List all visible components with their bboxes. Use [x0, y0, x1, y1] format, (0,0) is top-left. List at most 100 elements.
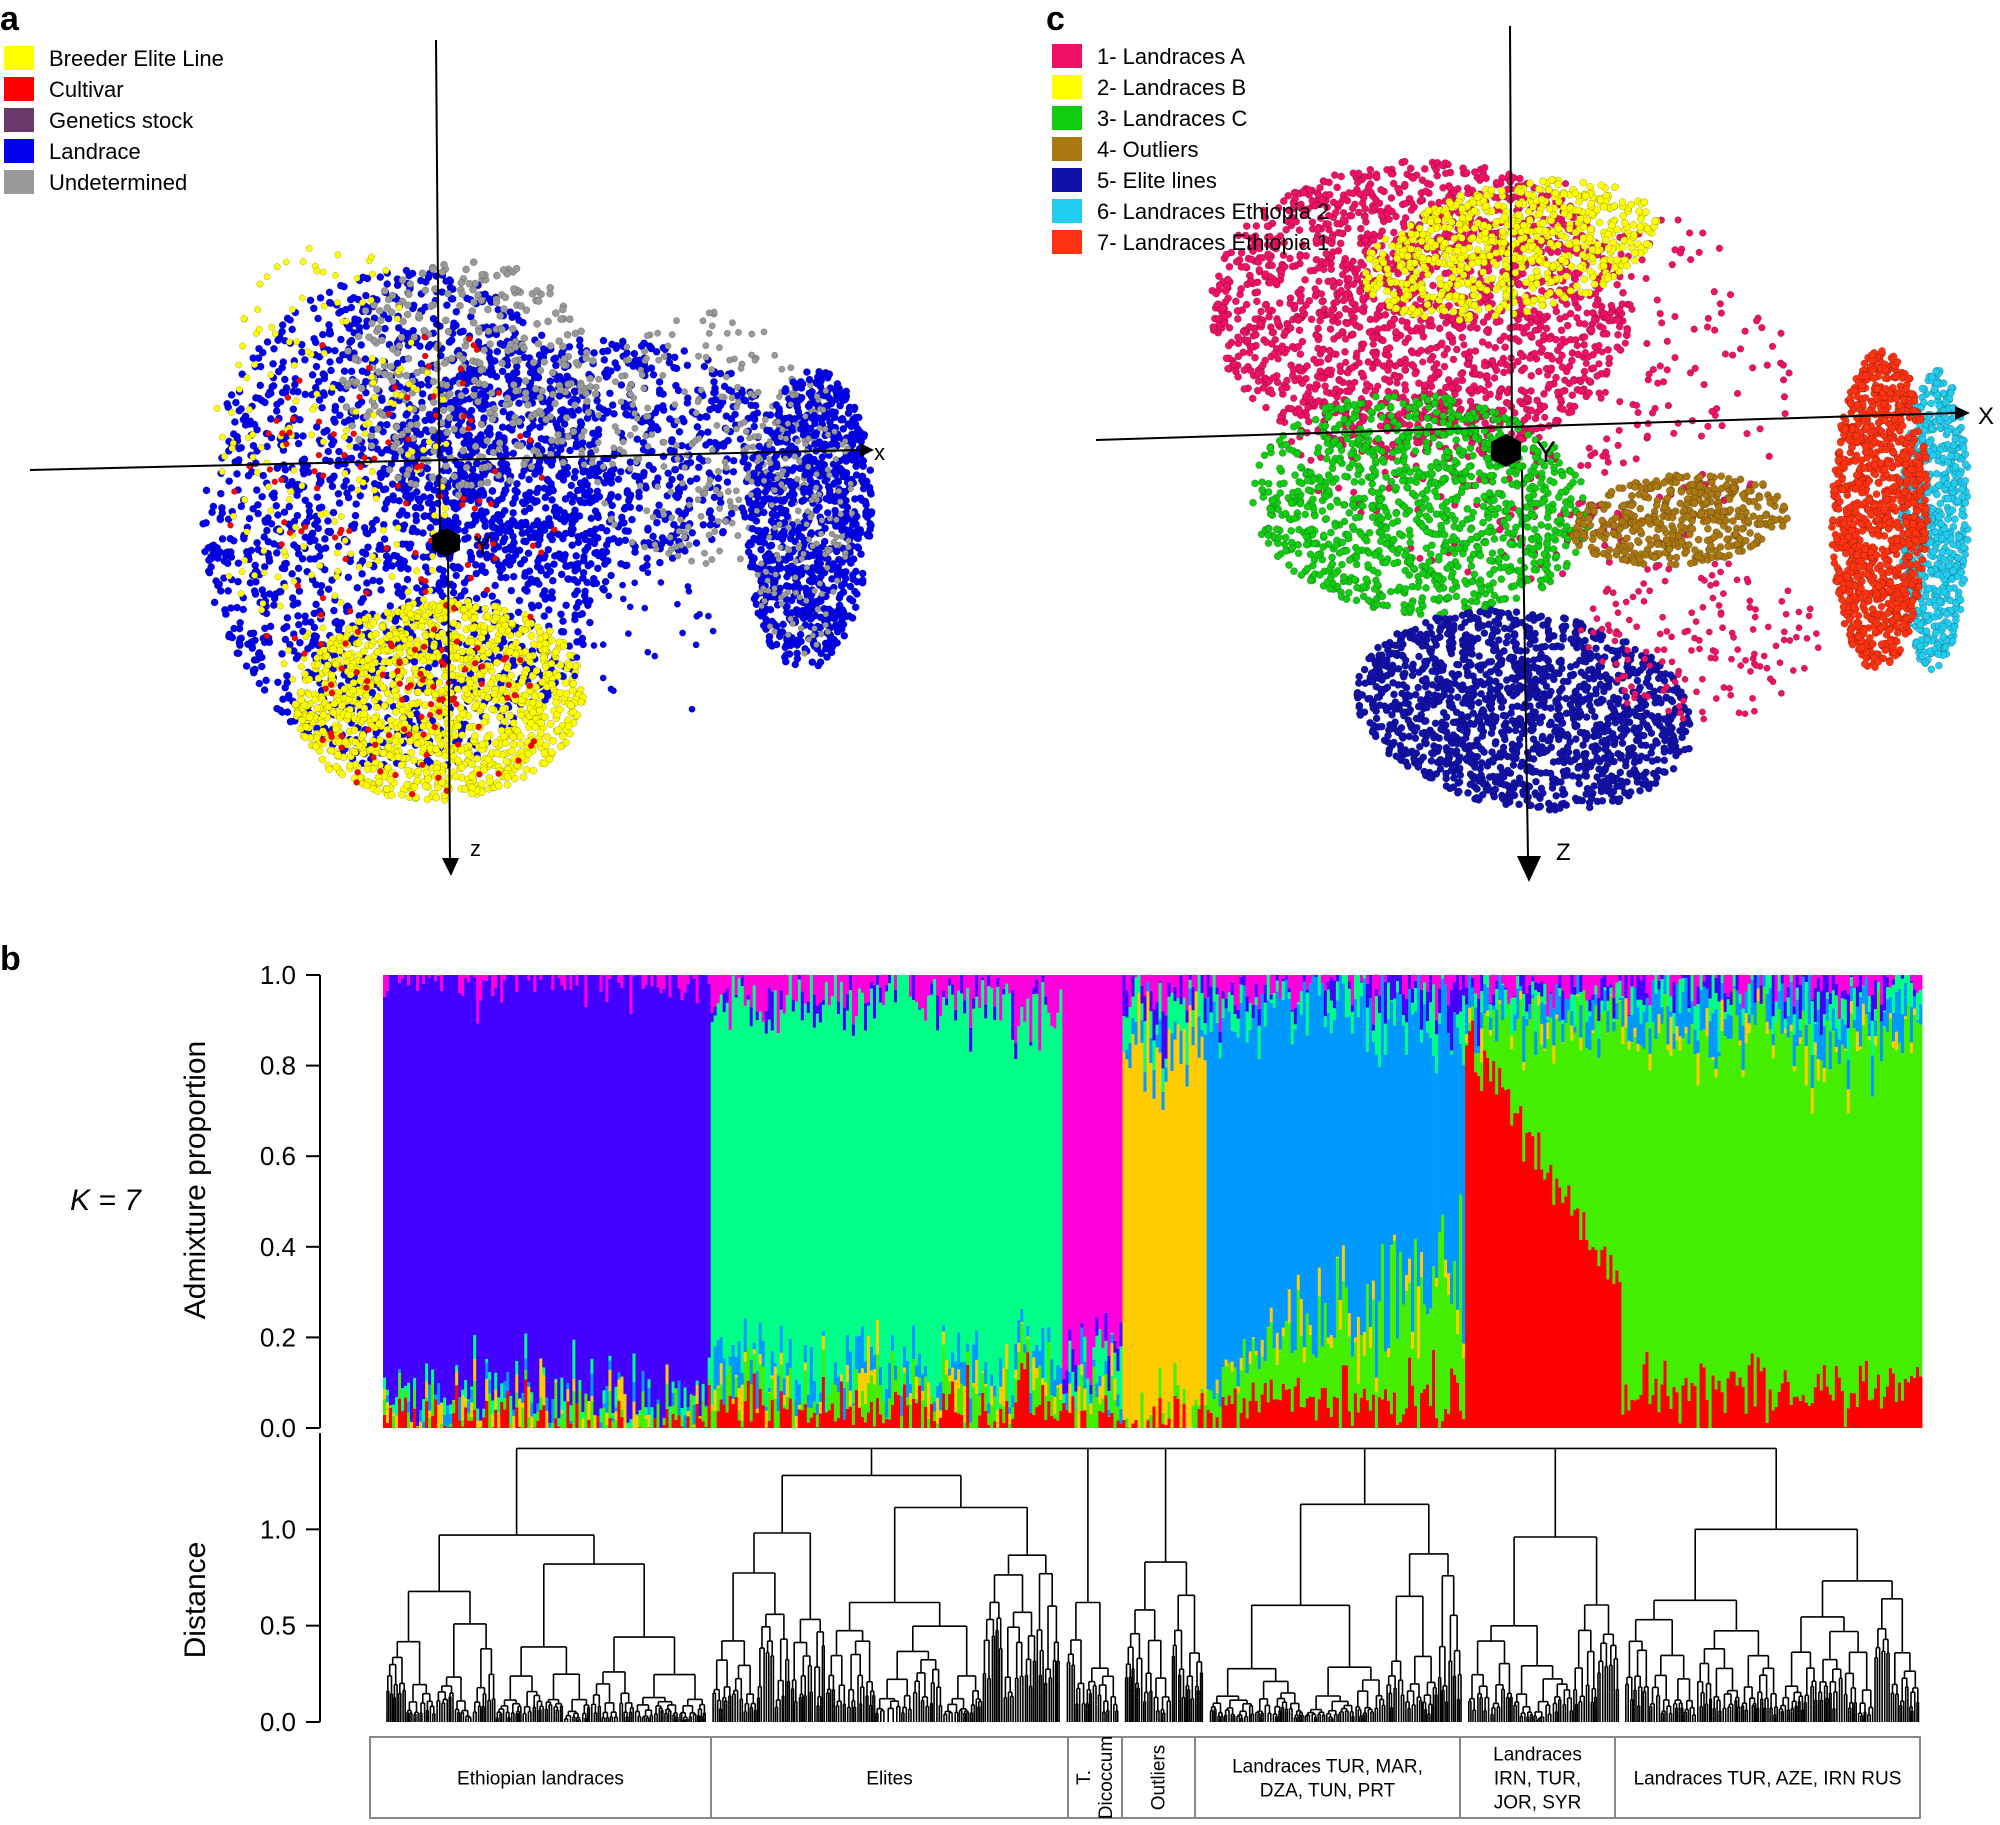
scatter-point-landrace — [547, 479, 555, 488]
scatter-point-landrace — [497, 573, 505, 582]
scatter-point-landrace — [281, 465, 290, 474]
scatter-point-undetermined — [456, 301, 464, 310]
scatter-point-undetermined — [794, 507, 802, 515]
scatter-point-breeder-elite — [506, 711, 515, 720]
scatter-point-undetermined — [601, 499, 609, 507]
scatter-point-undetermined — [536, 366, 545, 375]
scatter-point-landrace — [840, 631, 849, 640]
scatter-point-undetermined — [527, 462, 536, 471]
scatter-point-undetermined — [803, 521, 810, 528]
scatter-point-undetermined — [659, 371, 667, 379]
scatter-point-landrace — [403, 511, 411, 520]
scatter-point-landrace — [317, 503, 326, 512]
scatter-point-undetermined — [594, 439, 602, 446]
scatter-point-undetermined — [789, 392, 797, 399]
scatter-point-landrace — [664, 469, 673, 478]
scatter-point-undetermined — [680, 533, 688, 541]
scatter-point-undetermined — [822, 610, 830, 618]
scatter-point-landrace — [412, 516, 421, 525]
scatter-point-landrace — [846, 582, 855, 591]
scatter-point-landrace — [659, 390, 667, 398]
scatter-point-undetermined — [415, 311, 423, 319]
scatter-point-landrace — [521, 569, 530, 577]
scatter-point-landrace — [337, 335, 345, 344]
scatter-point-landrace — [264, 390, 273, 399]
scatter-point-undetermined — [344, 347, 352, 355]
scatter-point-landrace — [522, 537, 530, 546]
scatter-point-landrace — [688, 528, 697, 537]
scatter-point-undetermined — [714, 467, 722, 475]
scatter-point-landrace — [233, 470, 241, 478]
scatter-point-undetermined — [420, 326, 429, 335]
scatter-point-undetermined — [660, 511, 668, 519]
scatter-point-undetermined — [595, 411, 602, 419]
scatter-point-landrace — [746, 513, 755, 522]
scatter-point-undetermined — [734, 383, 742, 391]
scatter-point-landrace — [275, 587, 284, 596]
scatter-point-landrace — [789, 378, 798, 387]
scatter-point-undetermined — [804, 463, 812, 471]
scatter-point-landrace — [686, 458, 695, 467]
scatter-point-undetermined — [351, 355, 360, 364]
scatter-point-landrace — [692, 539, 701, 547]
scatter-point-landrace — [393, 582, 402, 591]
scatter-point-landrace — [457, 592, 465, 600]
scatter-point-landrace — [587, 514, 596, 523]
scatter-point-landrace — [714, 474, 723, 483]
scatter-point-landrace — [351, 511, 360, 520]
scatter-point-landrace — [810, 455, 818, 464]
scatter-point-landrace — [774, 410, 782, 419]
scatter-point-landrace — [520, 555, 529, 564]
scatter-point-landrace — [607, 479, 616, 487]
scatter-point-breeder-elite — [327, 671, 336, 680]
scatter-point-undetermined — [702, 342, 710, 350]
scatter-point-undetermined — [792, 558, 799, 565]
scatter-point-landrace — [435, 565, 444, 574]
scatter-point-landrace — [229, 536, 238, 545]
scatter-point-landrace — [624, 527, 633, 536]
scatter-point-undetermined — [824, 431, 832, 438]
scatter-point-undetermined — [796, 457, 803, 464]
scatter-point-landrace — [455, 372, 464, 380]
scatter-point-landrace — [858, 576, 867, 585]
scatter-point-landrace — [780, 531, 789, 540]
scatter-point-landrace — [843, 503, 852, 512]
scatter-point-landrace — [817, 415, 826, 424]
scatter-point-undetermined — [732, 487, 740, 495]
scatter-point-landrace — [447, 336, 456, 345]
scatter-point-undetermined — [804, 508, 811, 515]
scatter-point-undetermined — [753, 507, 761, 515]
scatter-point-landrace — [790, 636, 799, 645]
scatter-point-landrace — [867, 508, 876, 516]
scatter-point-undetermined — [586, 383, 595, 391]
scatter-point-landrace — [557, 570, 566, 579]
scatter-point-landrace — [250, 587, 259, 595]
scatter-point-undetermined — [818, 590, 826, 598]
scatter-point-undetermined — [533, 320, 541, 328]
scatter-point-undetermined — [705, 481, 713, 489]
scatter-point-undetermined — [716, 547, 724, 555]
scatter-point-undetermined — [591, 390, 600, 398]
scatter-point-breeder-elite — [509, 740, 518, 749]
scatter-point-landrace — [557, 407, 565, 415]
scatter-point-landrace — [666, 446, 675, 455]
scatter-point-landrace — [382, 564, 390, 572]
scatter-point-landrace — [493, 347, 502, 356]
scatter-point-landrace — [568, 498, 577, 506]
scatter-point-landrace — [704, 428, 712, 436]
scatter-point-undetermined — [787, 364, 795, 372]
scatter-point-undetermined — [348, 421, 356, 430]
scatter-point-landrace — [472, 569, 481, 578]
scatter-point-breeder-elite — [410, 622, 419, 631]
scatter-point-landrace — [858, 474, 867, 482]
scatter-point-landrace — [553, 423, 562, 432]
scatter-point-undetermined — [380, 287, 389, 295]
scatter-point-landrace — [278, 327, 287, 336]
scatter-point-landrace — [550, 355, 558, 364]
scatter-point-landrace — [815, 565, 824, 574]
scatter-point-undetermined — [442, 462, 450, 471]
scatter-point-undetermined — [557, 315, 565, 323]
scatter-point-landrace — [520, 507, 529, 516]
scatter-point-landrace — [279, 358, 288, 366]
